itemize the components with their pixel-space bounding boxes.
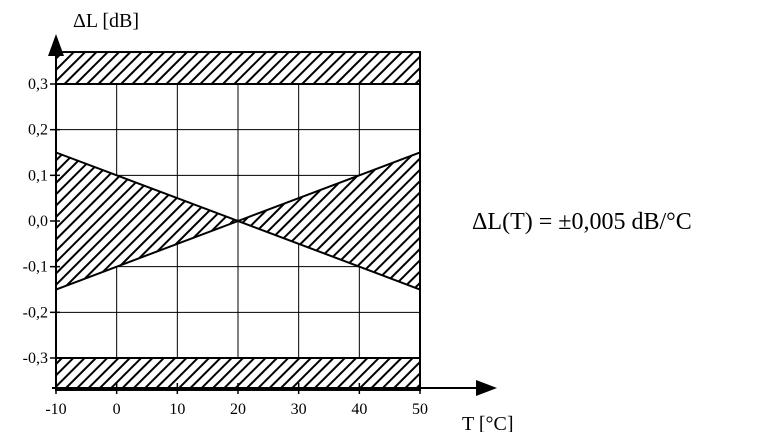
y-tick-label: -0,1 — [23, 259, 48, 276]
axes — [48, 34, 497, 396]
y-tick-label: 0,3 — [28, 76, 48, 93]
x-tick-label: 0 — [113, 401, 121, 418]
y-tick-label: -0,3 — [23, 350, 48, 367]
x-tick-label: 50 — [412, 401, 428, 418]
x-axis-label: T [°C] — [462, 413, 514, 432]
y-tick-label: 0,0 — [28, 213, 48, 230]
y-axis-arrow-icon — [48, 34, 64, 56]
x-tick-label: -10 — [45, 401, 66, 418]
x-tick-labels: -10 0 10 20 30 40 50 — [45, 383, 428, 418]
formula-annotation: ΔL(T) = ±0,005 dB/°C — [472, 209, 692, 235]
y-tick-label: 0,1 — [28, 167, 48, 184]
tolerance-triangle — [235, 151, 421, 291]
tolerance-triangle — [55, 151, 241, 291]
x-tick-label: 40 — [351, 401, 367, 418]
y-tick-label: 0,2 — [28, 122, 48, 139]
x-tick-label: 20 — [230, 401, 246, 418]
x-tick-label: 30 — [291, 401, 307, 418]
x-tick-label: 10 — [169, 401, 185, 418]
y-tick-labels: 0,3 0,2 0,1 0,0 -0,1 -0,2 -0,3 — [23, 76, 60, 367]
y-tick-label: -0,2 — [23, 304, 48, 321]
x-axis-arrow-icon — [476, 380, 497, 396]
limit-band — [55, 51, 421, 85]
y-axis-label: ΔL [dB] — [73, 10, 139, 32]
